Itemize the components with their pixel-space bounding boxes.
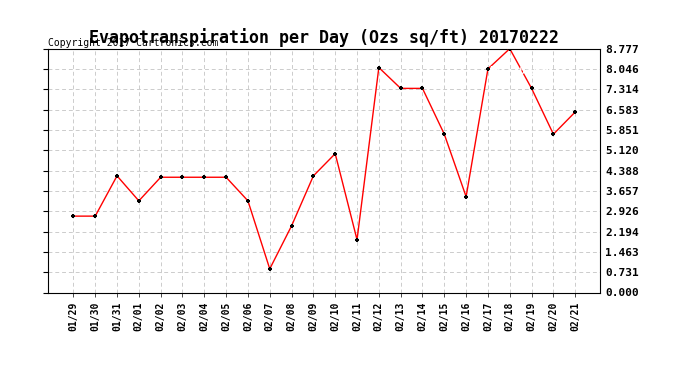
Point [286, 223, 297, 229]
Point [68, 213, 79, 219]
Point [570, 109, 581, 115]
Point [395, 86, 406, 92]
Point [242, 198, 253, 204]
Point [548, 131, 559, 137]
Point [482, 66, 493, 72]
Text: Copyright 2017 Cartronics.com: Copyright 2017 Cartronics.com [48, 38, 219, 48]
Point [133, 198, 144, 204]
Point [373, 64, 384, 70]
Point [351, 237, 362, 243]
Point [308, 173, 319, 179]
Point [199, 174, 210, 180]
Point [504, 46, 515, 52]
Point [112, 173, 123, 179]
Point [526, 86, 537, 92]
Point [221, 174, 232, 180]
Point [155, 174, 166, 180]
Point [330, 151, 341, 157]
Point [90, 213, 101, 219]
Point [177, 174, 188, 180]
Point [461, 194, 472, 200]
Point [264, 266, 275, 272]
Point [439, 131, 450, 137]
Title: Evapotranspiration per Day (Ozs sq/ft) 20170222: Evapotranspiration per Day (Ozs sq/ft) 2… [89, 28, 560, 47]
Point [417, 86, 428, 92]
